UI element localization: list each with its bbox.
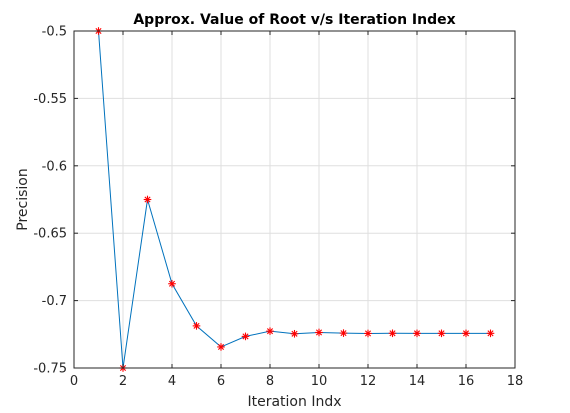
x-tick-label: 18	[507, 374, 524, 389]
y-tick-label: -0.55	[33, 92, 67, 107]
ticks: 0 2 4 6 8 10 12 14 16 18 -0.75 -0.7 -0.65 -0.6 -0.55 -0…	[33, 25, 523, 390]
x-tick-label: 0	[70, 374, 78, 389]
data-point-marker	[266, 327, 274, 335]
x-tick-label: 10	[311, 374, 328, 389]
series-layer	[94, 27, 495, 372]
data-point-marker	[339, 329, 348, 337]
y-tick-label: -0.65	[33, 227, 67, 242]
data-point-marker	[217, 343, 225, 351]
y-axis-label: Precision	[15, 168, 31, 230]
plot-frame	[73, 30, 516, 369]
y-tick-label: -0.6	[42, 159, 67, 174]
data-point-marker	[241, 332, 250, 341]
data-point-marker	[486, 329, 495, 338]
y-tick-label: -0.75	[33, 362, 67, 377]
x-tick-label: 6	[217, 374, 225, 389]
data-point-marker	[143, 195, 152, 204]
x-tick-label: 2	[119, 374, 127, 389]
y-tick-label: -0.5	[42, 25, 67, 40]
x-tick-label: 12	[360, 374, 377, 389]
plot-area	[74, 31, 515, 368]
data-point-marker	[364, 329, 372, 338]
data-point-marker	[315, 328, 323, 337]
data-point-marker	[168, 279, 176, 288]
data-point-marker	[290, 329, 299, 338]
data-point-marker	[388, 329, 397, 338]
data-point-marker	[462, 329, 470, 338]
data-point-marker	[413, 329, 421, 338]
chart-title: Approx. Value of Root v/s Iteration Inde…	[133, 12, 455, 28]
x-tick-label: 4	[168, 374, 176, 389]
data-point-marker	[437, 329, 446, 338]
x-tick-label: 14	[409, 374, 426, 389]
x-tick-label: 8	[266, 374, 274, 389]
x-axis-label: Iteration Indx	[247, 394, 341, 410]
data-point-marker	[192, 322, 201, 330]
x-tick-label: 16	[458, 374, 475, 389]
y-tick-label: -0.7	[42, 294, 67, 309]
